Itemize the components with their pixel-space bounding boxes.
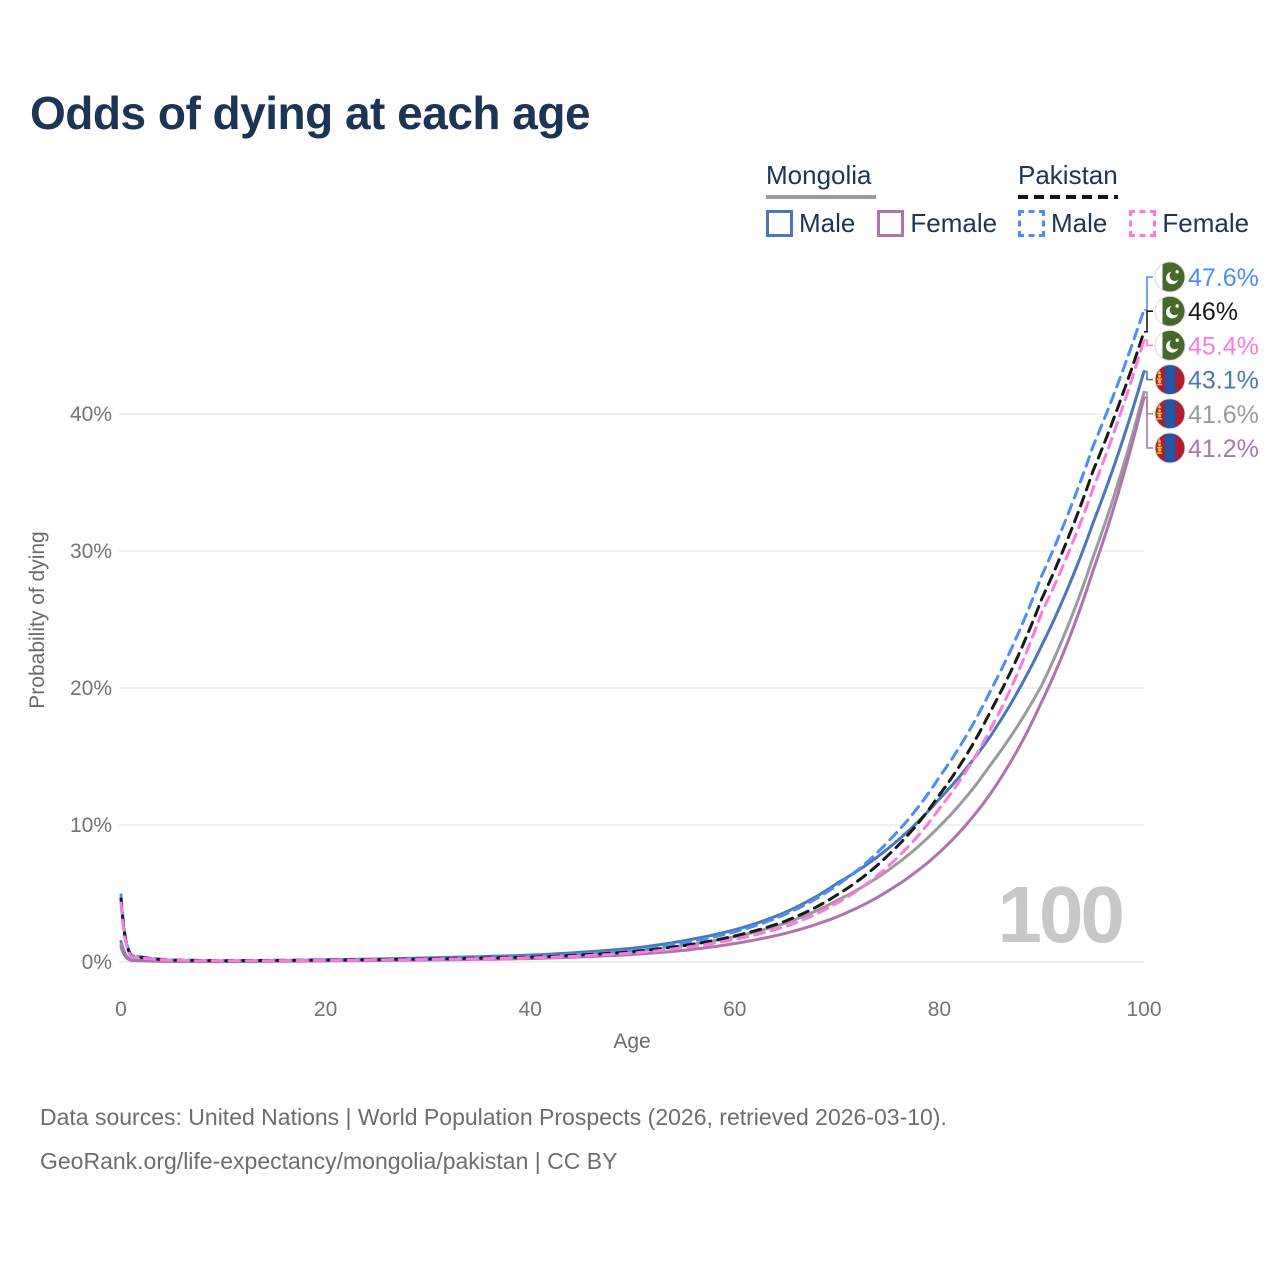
end-label-connector [1144,310,1153,333]
y-tick-label: 40% [70,403,112,426]
attribution-line: GeoRank.org/life-expectancy/mongolia/pak… [40,1148,618,1174]
legend-item-label: Male [1051,208,1108,238]
y-axis-title: Probability of dying [26,531,49,708]
y-tick-label: 20% [70,677,112,700]
mongolia-flag-icon [1155,433,1185,463]
legend-item-pakistan-male[interactable]: Male [1018,208,1107,239]
line-mongolia-female[interactable] [119,396,1146,964]
end-label-pakistan-female: 45.4% [1188,332,1259,360]
end-value-labels: 47.6% 46% 45.4% 43.1% 41.6% 41.2% [1188,264,1259,463]
end-label-connector [1144,339,1153,347]
data-sources-line: Data sources: United Nations | World Pop… [40,1104,947,1130]
end-label-connector [1144,391,1153,415]
legend-group-mongolia: Mongolia Male Female [766,160,1011,239]
mongolia-male-swatch-icon [766,210,793,237]
line-pakistan-female[interactable] [119,338,1146,963]
pakistan-flag-icon [1155,296,1185,327]
x-tick-label: 80 [928,998,951,1021]
pakistan-flag-icon [1155,330,1185,361]
x-tick-label: 60 [723,998,746,1021]
legend-item-label: Female [1162,208,1250,238]
pakistan-female-swatch-icon [1129,210,1157,237]
mongolia-flag-icon [1155,398,1185,429]
page-title: Odds of dying at each age [30,87,591,139]
end-label-connectors [1144,276,1153,449]
x-tick-label: 40 [519,998,542,1021]
end-label-connector [1144,370,1153,381]
legend-heading-mongolia: Mongolia [766,160,872,190]
legend-item-mongolia-female[interactable]: Female [877,208,997,239]
end-label-mongolia-female: 41.2% [1188,435,1259,463]
x-axis-title: Age [613,1030,650,1053]
end-label-mongolia-male: 43.1% [1188,367,1259,395]
age-counter-watermark: 100 [998,870,1123,959]
legend-item-pakistan-female[interactable]: Female [1129,208,1249,239]
x-axis-tick-labels: 0 20 40 60 80 100 [115,998,1161,1021]
gridlines [119,413,1144,963]
legend-underline-solid [766,195,876,199]
x-tick-label: 100 [1126,998,1161,1021]
x-tick-label: 0 [115,998,127,1021]
legend-item-mongolia-male[interactable]: Male [766,208,855,239]
pakistan-flag-icon [1155,262,1185,292]
end-label-connector [1144,396,1153,449]
end-label-connector [1144,276,1153,311]
end-label-pakistan-male: 47.6% [1188,264,1259,292]
y-tick-label: 30% [70,540,112,563]
mongolia-female-swatch-icon [877,210,905,237]
legend-heading-pakistan: Pakistan [1018,160,1118,190]
line-pakistan-both-sexes[interactable] [119,330,1146,963]
line-pakistan-male[interactable] [119,308,1146,963]
y-tick-label: 0% [82,951,112,974]
pakistan-male-swatch-icon [1018,210,1045,237]
end-label-mongolia-both-sexes: 41.6% [1188,401,1259,429]
x-tick-label: 20 [314,998,337,1021]
legend-group-pakistan: Pakistan Male Female [1018,160,1263,239]
flag-icons [1154,261,1186,464]
mongolia-flag-icon [1155,364,1185,395]
series-lines [119,308,1146,964]
line-mongolia-both-sexes[interactable] [119,390,1146,963]
legend-item-label: Male [799,208,856,238]
line-mongolia-male[interactable] [119,370,1146,963]
end-label-pakistan-both-sexes: 46% [1188,298,1238,326]
legend-underline-dashed [1018,195,1118,199]
y-tick-label: 10% [70,814,112,837]
footer: Data sources: United Nations | World Pop… [40,1104,947,1192]
legend-item-label: Female [910,208,998,238]
y-axis-tick-labels: 0% 10% 20% 30% 40% [70,403,112,974]
